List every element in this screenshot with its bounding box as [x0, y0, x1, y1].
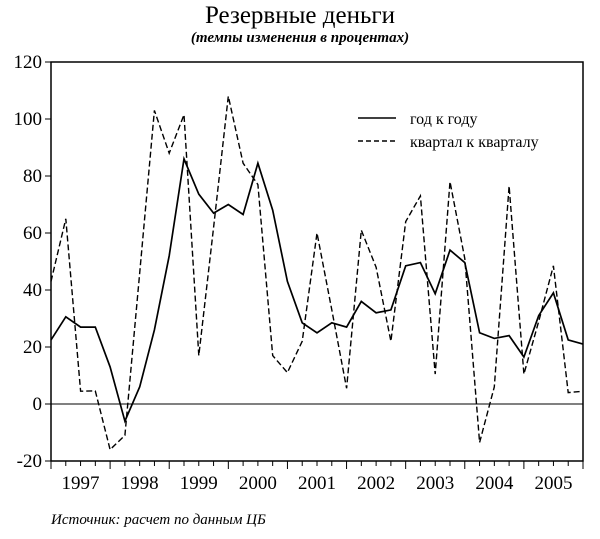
y-tick-label: 80: [23, 166, 42, 187]
y-axis: -20 0 20 40 60 80 100 120: [14, 52, 51, 472]
x-year-label: 2004: [475, 473, 514, 494]
y-tick-label: 20: [23, 337, 42, 358]
x-year-label: 1998: [121, 473, 159, 494]
x-year-label: 2003: [416, 473, 454, 494]
chart-subtitle: (темпы изменения в процентах): [190, 30, 410, 46]
series-yoy-line: [50, 155, 584, 424]
y-tick-label: 100: [14, 109, 43, 130]
series-qoq-line: [50, 96, 584, 451]
x-year-label: 2005: [534, 473, 572, 494]
x-year-label: 1997: [62, 473, 100, 494]
x-year-label: 2001: [298, 473, 336, 494]
y-tick-label: 120: [14, 52, 43, 73]
plot-frame: [50, 61, 584, 462]
y-tick-label: -20: [17, 451, 42, 472]
legend-label-qoq: квартал к кварталу: [410, 134, 539, 151]
x-year-label: 2000: [239, 473, 277, 494]
chart-title: Резервные деньги: [204, 2, 395, 29]
y-tick-label: 0: [33, 394, 43, 415]
series-lines: [50, 96, 584, 451]
x-year-label: 1999: [180, 473, 218, 494]
legend-label-yoy: год к году: [410, 111, 477, 128]
x-year-label: 2002: [357, 473, 395, 494]
x-axis: 1997 1998 1999 2000 2001 2002 2003 2004 2005: [50, 461, 584, 494]
source-note: Источник: расчет по данным ЦБ: [51, 512, 266, 528]
y-tick-label: 60: [23, 223, 42, 244]
legend: год к году квартал к кварталу: [358, 111, 539, 151]
y-tick-label: 40: [23, 280, 42, 301]
